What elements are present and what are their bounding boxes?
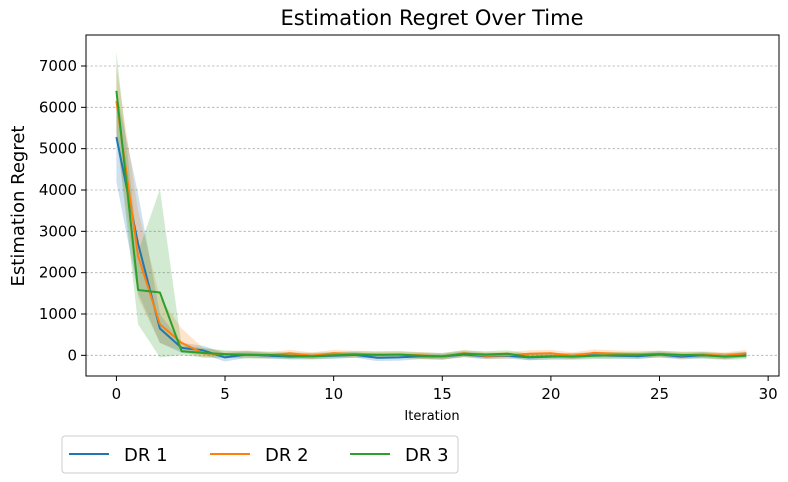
legend-frame: [61, 435, 459, 474]
x-tick-label: 5: [220, 385, 230, 403]
series-line-2: [115, 100, 747, 358]
confidence-band-2: [116, 66, 747, 360]
y-tick-label: 4000: [39, 181, 77, 199]
grid-lines: [86, 65, 779, 356]
y-axis-ticks: 0 1000 2000 3000 4000 5000 6000 7000: [39, 57, 86, 364]
y-tick-label: 7000: [39, 57, 77, 75]
chart-title: Estimation Regret Over Time: [281, 6, 584, 30]
confidence-band-3: [116, 51, 747, 361]
x-tick-label: 20: [541, 385, 560, 403]
x-tick-label: 10: [324, 385, 343, 403]
x-tick-label: 0: [112, 385, 122, 403]
x-axis-label: Iteration: [404, 409, 459, 424]
legend: DR 1 DR 2 DR 3: [61, 435, 459, 474]
x-tick-label: 30: [759, 385, 778, 403]
plot-frame: [85, 34, 780, 377]
y-tick-label: 6000: [39, 98, 77, 116]
series-line-1: [115, 136, 747, 359]
legend-label-2: DR 2: [265, 445, 309, 466]
y-axis-label: Estimation Regret: [8, 126, 29, 287]
legend-label-1: DR 1: [124, 445, 168, 466]
series-line-3: [115, 90, 747, 358]
y-tick-label: 2000: [39, 264, 77, 282]
x-tick-label: 15: [433, 385, 452, 403]
x-axis-ticks: 0 5 10 15 20 25 30: [112, 376, 778, 403]
confidence-bands: [116, 51, 747, 362]
series-lines: [115, 90, 747, 359]
y-tick-label: 0: [67, 346, 77, 364]
confidence-band-1: [116, 90, 747, 362]
y-tick-label: 3000: [39, 222, 77, 240]
y-tick-label: 1000: [39, 305, 77, 323]
legend-label-3: DR 3: [405, 445, 449, 466]
y-tick-label: 5000: [39, 140, 77, 158]
x-tick-label: 25: [650, 385, 669, 403]
